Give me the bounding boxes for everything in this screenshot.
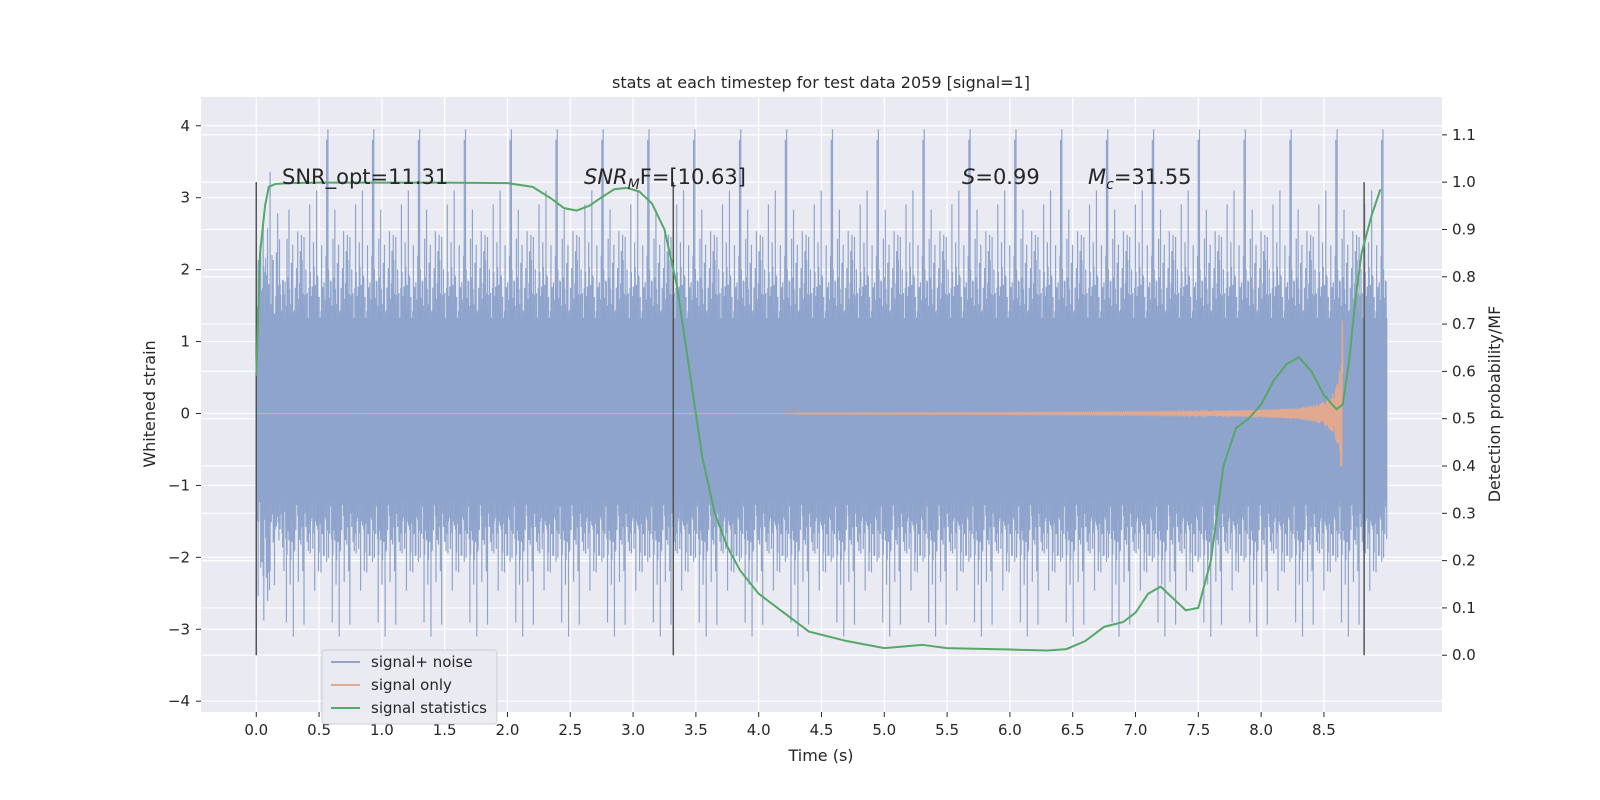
annotation-mc-sub: c [1106,177,1114,193]
y-tick-label-right-5: 0.5 [1452,410,1476,428]
legend-label-noise: signal+ noise [371,653,473,671]
x-tick-label-3: 1.5 [433,721,457,739]
y-tick-label-right-3: 0.3 [1452,504,1476,522]
x-tick-label-15: 7.5 [1186,721,1210,739]
signal-series [256,320,1344,467]
legend: signal+ noise signal only signal statist… [321,649,498,725]
chart-title: stats at each timestep for test data 205… [612,73,1030,92]
x-ticks: 0.0 0.5 1.0 1.5 2.0 2.5 3.0 3.5 4.0 4.5 5.0 5.5 6.0 6… [244,712,1336,739]
annotation-mc: Mc=31.55 [1088,165,1192,193]
legend-label-signal: signal only [371,676,452,694]
y-tick-label-right-8: 0.8 [1452,268,1476,286]
stat-series [255,181,1382,652]
x-tick-label-5: 2.5 [558,721,582,739]
y-tick-label-right-0: 0.0 [1452,646,1476,664]
annotation-snr-mf: SNRMF=[10.63] [584,165,746,193]
signal-trace [256,320,1344,467]
x-tick-label-14: 7.0 [1124,721,1148,739]
x-tick-label-11: 5.5 [935,721,959,739]
x-tick-label-4: 2.0 [496,721,520,739]
stat-line [255,181,1382,652]
x-tick-label-9: 4.5 [810,721,834,739]
y-tick-label-right-1: 0.1 [1452,599,1476,617]
y-tick-label-right-7: 0.7 [1452,315,1476,333]
legend-box [321,649,498,725]
y-tick-label-left-5: 1 [180,333,190,351]
annotation-s-base: S [962,165,975,189]
x-tick-label-17: 8.5 [1312,721,1336,739]
annotation-mc-rest: =31.55 [1114,165,1192,189]
x-tick-label-8: 4.0 [747,721,771,739]
y-tick-label-left-4: 0 [180,404,190,422]
legend-label-stat: signal statistics [371,699,487,717]
x-tick-label-16: 8.0 [1249,721,1273,739]
y-tick-label-left-7: 3 [180,189,190,207]
y-tick-label-right-11: 1.1 [1452,126,1476,144]
y-ticks-left: −4 −3 −2 −1 0 1 2 3 4 [168,117,201,710]
y-tick-label-left-3: −1 [168,476,190,494]
annotation-mc-base: M [1088,165,1106,189]
x-tick-label-12: 6.0 [998,721,1022,739]
annotation-snr-opt: SNR_opt=11.31 [282,165,448,190]
y-axis-label-right: Detection probability/MF [1485,306,1504,503]
x-tick-label-6: 3.0 [621,721,645,739]
y-ticks-right: 0.0 0.1 0.2 0.3 0.4 0.5 0.6 0.7 0.8 0.9 1.0 1.1 [1442,126,1476,664]
y-tick-label-left-1: −3 [168,620,190,638]
x-tick-label-1: 0.5 [307,721,331,739]
noise-series [255,129,1388,637]
y-tick-label-right-9: 0.9 [1452,220,1476,238]
y-tick-label-left-8: 4 [180,117,190,135]
y-tick-label-right-6: 0.6 [1452,362,1476,380]
x-tick-label-13: 6.5 [1061,721,1085,739]
y-tick-label-left-0: −4 [168,692,190,710]
annotation-snr-mf-sub: M [628,177,640,193]
y-tick-label-right-4: 0.4 [1452,457,1476,475]
y-tick-label-left-2: −2 [168,548,190,566]
x-tick-label-10: 5.0 [872,721,896,739]
annotation-snr-mf-rest: F=[10.63] [640,165,746,189]
x-axis-label: Time (s) [787,746,853,765]
x-tick-label-2: 1.0 [370,721,394,739]
y-tick-label-left-6: 2 [180,261,190,279]
vertical-lines [255,182,1365,656]
y-axis-label-left: Whitened strain [140,340,159,467]
y-tick-label-right-10: 1.0 [1452,173,1476,191]
y-tick-label-right-2: 0.2 [1452,552,1476,570]
annotation-s-rest: =0.99 [975,165,1039,189]
x-tick-label-7: 3.5 [684,721,708,739]
x-tick-label-0: 0.0 [244,721,268,739]
annotation-snr-mf-base: SNR [584,165,628,189]
annotation-s: S=0.99 [962,165,1040,189]
